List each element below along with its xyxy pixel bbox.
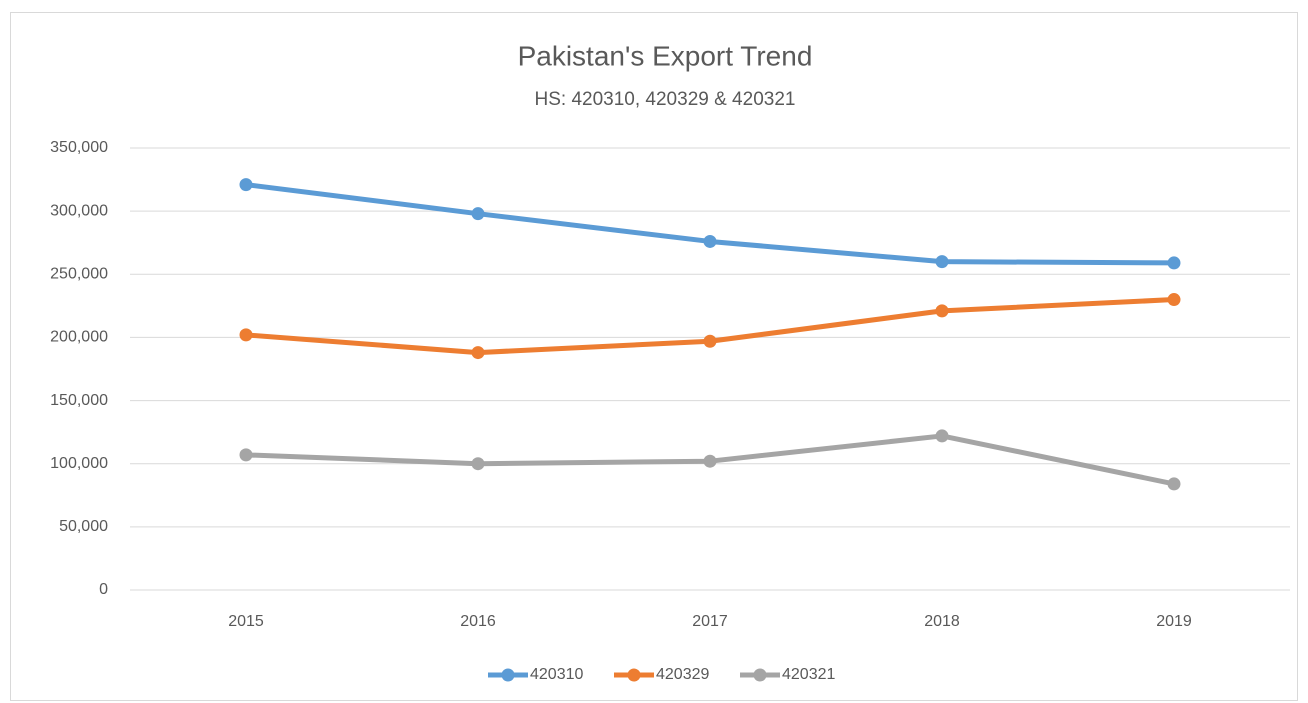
y-tick-label: 0 bbox=[99, 581, 108, 598]
legend-marker bbox=[627, 668, 641, 682]
legend-label: 420321 bbox=[782, 666, 835, 683]
data-point bbox=[703, 454, 717, 468]
data-point bbox=[703, 234, 717, 248]
data-point bbox=[1167, 477, 1181, 491]
data-point bbox=[239, 328, 253, 342]
legend-label: 420310 bbox=[530, 666, 583, 683]
y-tick-label: 100,000 bbox=[50, 455, 108, 472]
legend-marker bbox=[753, 668, 767, 682]
data-point bbox=[239, 448, 253, 462]
chart-subtitle: HS: 420310, 420329 & 420321 bbox=[535, 89, 796, 110]
data-point bbox=[935, 304, 949, 318]
y-tick-label: 300,000 bbox=[50, 202, 108, 219]
y-tick-label: 350,000 bbox=[50, 139, 108, 156]
y-tick-label: 200,000 bbox=[50, 329, 108, 346]
data-point bbox=[239, 178, 253, 192]
y-tick-label: 250,000 bbox=[50, 266, 108, 283]
legend-label: 420329 bbox=[656, 666, 709, 683]
x-tick-label: 2016 bbox=[460, 613, 496, 630]
data-point bbox=[471, 457, 485, 471]
data-point bbox=[935, 255, 949, 269]
data-point bbox=[1167, 293, 1181, 307]
x-tick-label: 2018 bbox=[924, 613, 960, 630]
y-tick-label: 50,000 bbox=[59, 518, 108, 535]
x-tick-label: 2019 bbox=[1156, 613, 1192, 630]
chart-border bbox=[10, 12, 1298, 701]
data-point bbox=[703, 334, 717, 348]
legend-marker bbox=[501, 668, 515, 682]
y-tick-label: 150,000 bbox=[50, 392, 108, 409]
data-point bbox=[471, 207, 485, 221]
data-point bbox=[1167, 256, 1181, 270]
chart-title: Pakistan's Export Trend bbox=[518, 40, 813, 71]
x-tick-label: 2017 bbox=[692, 613, 728, 630]
data-point bbox=[471, 346, 485, 360]
data-point bbox=[935, 429, 949, 443]
x-tick-label: 2015 bbox=[228, 613, 264, 630]
